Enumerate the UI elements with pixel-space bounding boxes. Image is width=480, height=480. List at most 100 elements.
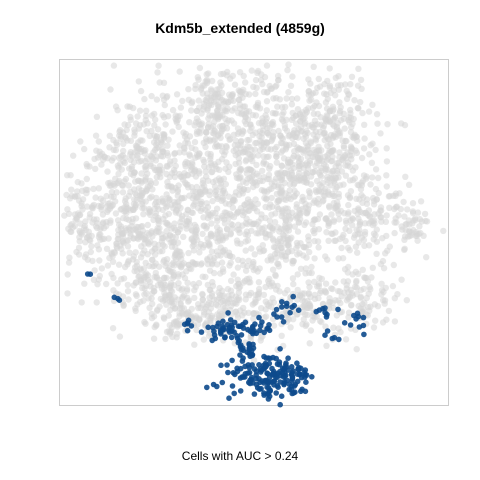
background-cell-point (354, 104, 361, 112)
background-cell-point (240, 304, 247, 312)
background-cell-point (169, 106, 177, 114)
background-cell-point (219, 212, 226, 220)
background-cell-point (194, 237, 201, 244)
background-cell-point (322, 288, 329, 295)
background-cell-point (182, 139, 189, 147)
background-cell-point (294, 271, 301, 278)
background-cell-point (114, 280, 121, 287)
background-cell-point (282, 217, 289, 224)
background-cell-point (120, 147, 127, 155)
background-cell-point (382, 250, 389, 257)
background-cell-point (203, 79, 211, 87)
background-cell-point (222, 115, 229, 123)
high-auc-cell-point (271, 382, 277, 388)
background-cell-point (348, 156, 355, 163)
high-auc-cell-point (313, 308, 320, 315)
high-auc-cell-point (273, 306, 280, 313)
background-cell-point (377, 130, 384, 137)
background-cell-point (90, 185, 97, 193)
background-cell-point (152, 179, 159, 186)
background-cell-point (188, 100, 195, 107)
background-cell-point (93, 147, 100, 154)
background-cell-point (353, 195, 360, 202)
background-cell-point (188, 107, 195, 114)
background-cell-point (327, 107, 334, 114)
background-cell-point (130, 186, 138, 193)
high-auc-cell-point (229, 357, 235, 364)
background-cell-point (276, 96, 284, 103)
background-cell-point (93, 299, 100, 306)
background-cell-point (401, 233, 409, 240)
background-cell-point (283, 95, 290, 102)
background-cell-point (306, 189, 314, 197)
high-auc-cell-point (237, 352, 243, 358)
background-cell-point (330, 324, 337, 331)
background-cell-point (278, 332, 285, 339)
background-cell-point (236, 229, 243, 236)
background-cell-point (234, 125, 242, 132)
high-auc-cell-point (225, 310, 231, 316)
background-cell-point (94, 154, 102, 161)
high-auc-cell-point (331, 334, 338, 341)
background-cell-point (405, 181, 413, 188)
background-cell-point (150, 335, 158, 342)
background-cell-point (225, 292, 232, 299)
background-cell-point (146, 262, 153, 270)
background-cell-point (214, 261, 221, 268)
background-cell-point (206, 188, 214, 195)
background-cell-point (263, 195, 270, 202)
background-cell-point (306, 340, 313, 347)
background-cell-point (204, 261, 212, 268)
background-cell-point (88, 243, 95, 250)
background-cell-point (400, 198, 407, 206)
high-auc-cell-point (275, 384, 281, 391)
background-cell-point (363, 173, 370, 180)
high-auc-cell-point (258, 367, 265, 374)
background-cell-point (223, 251, 230, 259)
background-cell-point (124, 281, 131, 289)
background-cell-point (311, 216, 318, 223)
background-cell-point (95, 246, 103, 253)
background-cell-point (214, 217, 221, 225)
background-cell-point (307, 139, 315, 147)
background-cell-point (325, 218, 332, 225)
high-auc-cell-point (246, 346, 253, 353)
background-cell-point (401, 213, 408, 220)
background-cell-point (337, 299, 344, 307)
high-auc-cell-point (219, 379, 226, 386)
high-auc-cell-point (253, 330, 260, 337)
background-cell-point (205, 120, 212, 128)
background-cell-point (200, 156, 207, 164)
high-auc-cell-point (247, 377, 253, 384)
background-cell-point (268, 255, 275, 262)
background-cell-point (142, 234, 149, 241)
background-cell-point (361, 299, 368, 306)
background-cell-point (306, 149, 313, 157)
background-cell-point (329, 116, 337, 123)
background-cell-point (162, 335, 169, 343)
background-cell-point (305, 241, 313, 248)
background-cell-point (343, 281, 350, 289)
background-cell-point (241, 201, 248, 208)
background-cell-point (143, 282, 150, 290)
high-auc-cell-point (278, 314, 285, 320)
background-cell-point (230, 131, 238, 138)
background-cell-point (380, 297, 387, 304)
background-cell-point (157, 295, 164, 303)
background-cell-point (332, 297, 339, 304)
background-cell-point (357, 98, 364, 106)
background-cell-point (226, 262, 233, 269)
background-cell-point (66, 254, 73, 261)
background-cell-point (167, 280, 175, 287)
background-cell-point (326, 298, 334, 306)
background-cell-point (237, 240, 244, 247)
background-cell-point (95, 138, 103, 145)
background-cell-point (222, 181, 229, 188)
background-cell-point (263, 62, 271, 69)
background-cell-point (185, 86, 192, 93)
background-cell-point (95, 202, 102, 210)
background-cell-point (204, 203, 212, 211)
background-cell-point (190, 247, 198, 254)
background-cell-point (150, 164, 157, 171)
high-auc-cell-point (111, 294, 118, 301)
